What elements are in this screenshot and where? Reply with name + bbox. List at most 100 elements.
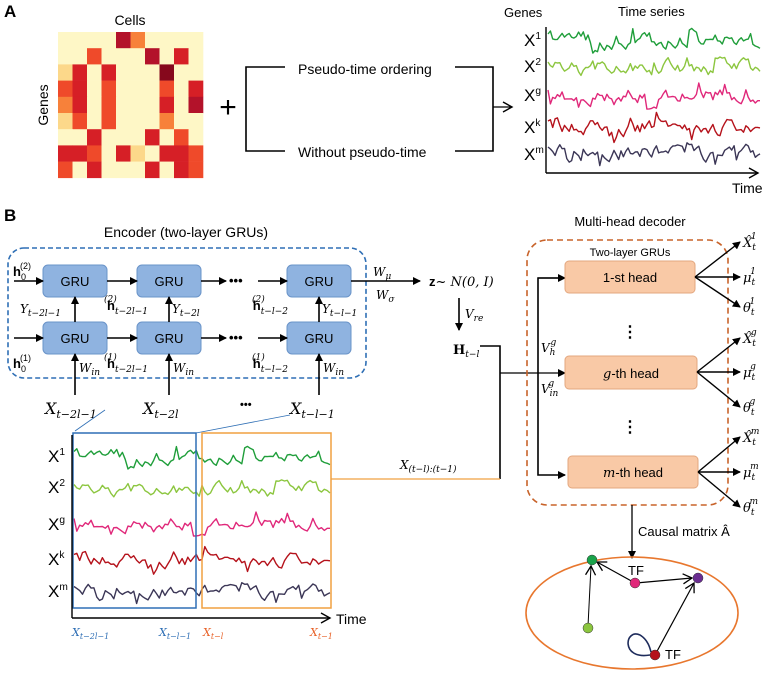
heatmap-cell xyxy=(145,113,160,130)
grn-ellipse xyxy=(525,556,739,670)
heatmap-cell xyxy=(116,64,131,81)
tick-x-t-l: Xt−l xyxy=(202,626,224,641)
w-in-3: Win xyxy=(323,361,344,378)
series-line-k xyxy=(547,111,761,144)
heatmap-cell xyxy=(58,113,73,130)
edge-tf-green xyxy=(595,561,636,584)
tf-node-red xyxy=(649,649,661,661)
gru-bot-3: GRU xyxy=(286,321,352,355)
heatmap-cell xyxy=(101,129,117,146)
gru-top-3: GRU xyxy=(286,264,352,298)
heatmap-cell xyxy=(130,113,146,130)
head-1-label: 1-st head xyxy=(603,270,657,285)
top-row-dots: ••• xyxy=(229,273,243,288)
heatmap-cell xyxy=(58,48,73,65)
latent-connector xyxy=(480,345,501,479)
y-t-2l-1: Yt−2l−1 xyxy=(20,302,61,319)
output-arrow xyxy=(694,276,741,308)
series-labels-a: X1 X2 Xg Xk Xm xyxy=(524,31,544,164)
gru-bot-1: GRU xyxy=(42,321,108,355)
v-h-g: Vhg xyxy=(541,338,556,358)
decoder-input-label: X(t−l):(t−1) xyxy=(399,458,457,475)
encoder-title: Encoder (two-layer GRUs) xyxy=(104,224,268,240)
heatmap-cell xyxy=(116,80,131,98)
heatmap-cell xyxy=(130,96,146,114)
heatmap-cell xyxy=(174,48,189,65)
heatmap-cell xyxy=(130,80,146,98)
heatmap-cell xyxy=(145,96,160,114)
heatmap-cell xyxy=(174,129,189,146)
tf-node-pink xyxy=(629,577,641,589)
series-line-m xyxy=(547,142,761,167)
heatmap-cell xyxy=(159,64,175,81)
y-t-2l: Yt−2l xyxy=(172,302,200,319)
heatmap-cell xyxy=(159,48,175,65)
w-sigma: Wσ xyxy=(376,288,395,305)
heatmap-cell xyxy=(159,32,175,49)
heatmap-cell xyxy=(174,161,189,179)
heatmap-cell xyxy=(58,96,73,114)
ts-a-time-label: Time xyxy=(732,180,763,196)
heatmap-cell xyxy=(174,32,189,49)
heatmap-cell xyxy=(174,96,189,114)
head-1: 1-st head xyxy=(564,260,696,294)
series-label-m: Xm xyxy=(48,582,68,601)
decoder-title: Multi-head decoder xyxy=(574,214,686,229)
svg-text:GRU: GRU xyxy=(155,274,184,289)
output-arrow xyxy=(694,241,741,278)
heatmap-cell xyxy=(101,64,117,81)
heatmap-cell xyxy=(72,161,88,179)
heatmap-cell xyxy=(174,64,189,81)
heatmap-cell xyxy=(130,64,146,81)
plus-sign: + xyxy=(219,91,237,124)
heatmap-cell xyxy=(58,80,73,98)
gru-top-2: GRU xyxy=(136,264,202,298)
x-dots: ••• xyxy=(240,399,252,411)
heatmap-cell xyxy=(87,145,102,162)
head-m: m-th head xyxy=(567,455,699,489)
option-pseudo-time: Pseudo-time ordering xyxy=(298,61,432,77)
heatmap-cell xyxy=(145,32,160,49)
output-arrow xyxy=(697,436,741,473)
edge-tf2-purple xyxy=(654,581,695,656)
v-re: Vre xyxy=(465,307,483,324)
output-label: θtg xyxy=(743,397,755,418)
svg-text:GRU: GRU xyxy=(61,274,90,289)
heatmap-cell xyxy=(58,64,73,81)
v-in-g: Ving xyxy=(541,379,559,399)
vdots-1: ⋮ xyxy=(622,324,638,341)
series-label-2: X2 xyxy=(48,478,65,497)
y-t-l-1: Yt−l−1 xyxy=(322,302,357,319)
heatmap-cell xyxy=(188,113,204,130)
edge-tf-purple xyxy=(635,573,694,585)
heatmap-cell xyxy=(72,32,88,49)
heatmap-cell xyxy=(188,129,204,146)
gene-node-green xyxy=(586,554,598,566)
series-label-k: Xk xyxy=(48,550,65,569)
h0-top: h0(2) xyxy=(13,261,31,282)
tick-x-t-2l-1: Xt−2l−1 xyxy=(71,626,109,641)
heatmap-cell xyxy=(130,161,146,179)
heatmap-cell xyxy=(72,145,88,162)
tf-label-1: TF xyxy=(628,563,644,578)
heatmap-cell xyxy=(159,145,175,162)
decoder-subtitle: Two-layer GRUs xyxy=(590,247,671,259)
svg-text:GRU: GRU xyxy=(155,331,184,346)
ts-title: Time series xyxy=(618,4,685,19)
heatmap-cell xyxy=(188,145,204,162)
right-bracket xyxy=(455,66,494,152)
gru-bot-2: GRU xyxy=(136,321,202,355)
heatmap-cell xyxy=(58,32,73,49)
heatmap-cell xyxy=(116,48,131,65)
decoder-window xyxy=(201,432,332,609)
series-label-k: Xk xyxy=(524,118,541,137)
series-line-1 xyxy=(547,27,761,54)
series-line-g xyxy=(547,82,760,110)
cells-label: Cells xyxy=(114,12,145,28)
self-loop-edge xyxy=(627,633,652,657)
blue-zoom-line xyxy=(74,409,106,432)
output-label: μtg xyxy=(743,362,756,383)
h-bottom-t-l-2: ht−l−2(1) xyxy=(252,352,288,375)
heatmap-cell xyxy=(130,48,146,65)
heatmap-cell xyxy=(188,32,204,49)
